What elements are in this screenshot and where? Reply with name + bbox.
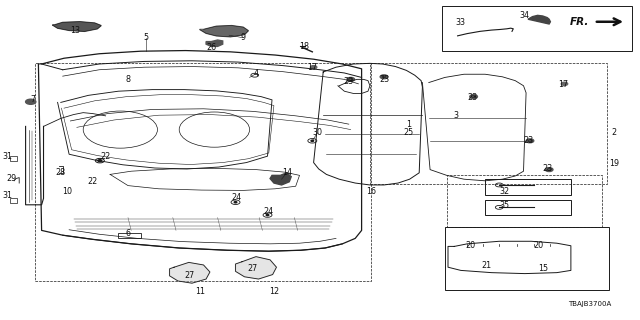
Bar — [447, 175, 602, 227]
Text: 3: 3 — [453, 111, 458, 120]
Polygon shape — [170, 262, 210, 283]
Text: 33: 33 — [456, 18, 466, 27]
Circle shape — [545, 168, 553, 172]
Text: 32: 32 — [499, 187, 509, 196]
Circle shape — [561, 82, 568, 85]
Text: 25: 25 — [403, 128, 413, 137]
Bar — [485, 200, 571, 215]
Bar — [10, 198, 17, 203]
Circle shape — [234, 202, 237, 203]
Text: 26: 26 — [206, 43, 216, 52]
Text: 6: 6 — [125, 229, 131, 238]
Text: 27: 27 — [184, 271, 195, 280]
Bar — [442, 6, 632, 51]
Polygon shape — [200, 26, 248, 37]
Polygon shape — [206, 40, 223, 46]
Circle shape — [470, 95, 477, 99]
Polygon shape — [52, 22, 101, 31]
Polygon shape — [236, 257, 276, 279]
Polygon shape — [528, 15, 550, 24]
Text: 23: 23 — [542, 164, 552, 173]
Bar — [10, 156, 17, 161]
Text: 30: 30 — [312, 128, 323, 137]
Text: 15: 15 — [538, 264, 548, 273]
Text: 22: 22 — [100, 152, 111, 161]
Text: 23: 23 — [467, 93, 477, 102]
Text: 16: 16 — [366, 188, 376, 196]
Text: 10: 10 — [62, 187, 72, 196]
Bar — [370, 63, 607, 184]
Circle shape — [98, 160, 102, 162]
Bar — [485, 179, 571, 195]
Text: 17: 17 — [558, 80, 568, 89]
Text: 17: 17 — [307, 63, 317, 72]
Text: TBAJB3700A: TBAJB3700A — [568, 301, 611, 307]
Text: FR.: FR. — [570, 17, 589, 27]
Text: 21: 21 — [481, 261, 492, 270]
Circle shape — [310, 66, 317, 69]
Text: 34: 34 — [520, 11, 530, 20]
Text: 31: 31 — [3, 191, 13, 200]
Text: 8: 8 — [125, 75, 131, 84]
Polygon shape — [270, 173, 291, 185]
Text: 29: 29 — [6, 174, 17, 183]
Text: 20: 20 — [534, 241, 544, 250]
Text: 31: 31 — [3, 152, 13, 161]
Text: 35: 35 — [499, 201, 509, 210]
Circle shape — [347, 77, 355, 81]
Text: 24: 24 — [232, 193, 242, 202]
Circle shape — [526, 139, 534, 143]
Bar — [35, 63, 371, 281]
Bar — [445, 227, 609, 290]
Text: 9: 9 — [241, 33, 246, 42]
Text: 11: 11 — [195, 287, 205, 296]
Text: 23: 23 — [523, 136, 533, 145]
Text: 5: 5 — [143, 33, 148, 42]
Text: 12: 12 — [269, 287, 279, 296]
Text: 2: 2 — [612, 128, 617, 137]
Circle shape — [311, 140, 314, 141]
Text: 23: 23 — [344, 77, 354, 86]
Text: 22: 22 — [88, 177, 98, 186]
Text: 18: 18 — [299, 42, 309, 51]
Circle shape — [266, 214, 269, 216]
Text: 19: 19 — [609, 159, 620, 168]
Text: 28: 28 — [56, 168, 66, 177]
Text: 13: 13 — [70, 26, 81, 35]
Text: 1: 1 — [406, 120, 411, 129]
Text: 27: 27 — [248, 264, 258, 273]
Circle shape — [380, 75, 388, 79]
Text: 14: 14 — [282, 168, 292, 177]
Text: 7: 7 — [31, 95, 36, 104]
Text: 24: 24 — [264, 207, 274, 216]
Text: 4: 4 — [253, 69, 259, 78]
Circle shape — [26, 99, 36, 104]
Text: 20: 20 — [465, 241, 476, 250]
Text: 23: 23 — [379, 75, 389, 84]
